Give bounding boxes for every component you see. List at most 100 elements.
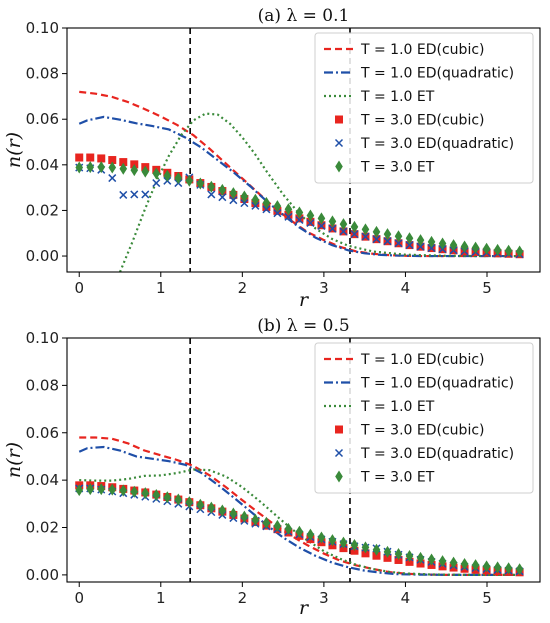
data-point — [504, 562, 513, 575]
data-point — [328, 534, 337, 547]
x-axis-label: r — [299, 597, 310, 619]
y-tick-label: 0.08 — [26, 376, 59, 394]
data-point — [427, 235, 436, 248]
data-point — [130, 190, 139, 199]
x-tick-label: 1 — [156, 589, 166, 607]
series-line — [79, 436, 520, 576]
data-point — [119, 484, 128, 497]
data-point — [295, 206, 304, 219]
data-point — [405, 232, 414, 245]
data-point — [163, 169, 172, 182]
legend-label: T = 3.0 ED(quadratic) — [360, 446, 514, 462]
data-point — [306, 218, 315, 228]
y-axis-label: n(r) — [3, 132, 25, 168]
x-tick-label: 5 — [482, 279, 492, 297]
data-point — [141, 165, 150, 178]
data-point — [416, 551, 425, 564]
x-tick-label: 0 — [74, 589, 84, 607]
data-point — [240, 190, 249, 203]
data-point — [75, 153, 84, 162]
legend-label: T = 1.0 ED(quadratic) — [360, 376, 514, 392]
y-tick-label: 0.02 — [26, 201, 59, 219]
data-point — [449, 239, 458, 252]
x-tick-label: 1 — [156, 279, 166, 297]
legend: T = 1.0 ED(cubic) T = 1.0 ED(quadratic) T … — [314, 342, 534, 494]
y-axis-label: n(r) — [3, 442, 25, 478]
data-point — [251, 513, 260, 526]
data-point — [75, 484, 84, 497]
data-point — [339, 536, 348, 549]
data-point — [361, 541, 370, 554]
data-point — [86, 161, 95, 174]
data-point — [273, 519, 282, 532]
series-line — [118, 112, 520, 272]
data-point — [515, 245, 524, 258]
data-point — [493, 561, 502, 574]
data-point — [97, 483, 106, 496]
legend-item: T = 3.0 ET — [335, 160, 435, 176]
data-point — [251, 201, 260, 210]
data-point — [383, 545, 392, 558]
series-line — [78, 115, 520, 258]
panel-1: (a) λ = 0.1 r n(r) 0 1 2 3 4 5 0.00 0.02 0.04 0.06 0.… — [3, 6, 541, 311]
data-point — [97, 154, 106, 163]
data-point — [185, 496, 194, 509]
legend-box — [314, 32, 534, 184]
data-point — [361, 232, 370, 241]
data-point — [482, 560, 491, 573]
data-point — [152, 167, 161, 180]
data-point — [218, 193, 227, 202]
data-point — [97, 161, 106, 174]
data-point — [482, 242, 491, 255]
data-point — [471, 241, 480, 254]
series-3 — [118, 112, 520, 272]
data-point — [350, 220, 359, 233]
data-point — [339, 218, 348, 231]
data-point — [185, 174, 194, 187]
axes-frame — [66, 27, 541, 273]
data-point — [262, 196, 271, 209]
x-tick-label: 5 — [482, 589, 492, 607]
legend-swatch — [334, 138, 344, 148]
legend-item: T = 3.0 ED(quadratic) — [334, 136, 514, 152]
data-point — [273, 200, 282, 213]
data-point — [317, 221, 326, 230]
legend: T = 1.0 ED(cubic) T = 1.0 ED(quadratic) T … — [314, 32, 534, 184]
data-point — [328, 215, 337, 228]
data-point — [515, 563, 524, 576]
data-point — [86, 153, 95, 162]
series-2 — [78, 115, 520, 258]
legend-label: T = 3.0 ED(cubic) — [360, 423, 485, 439]
data-point — [295, 215, 304, 225]
data-point — [383, 237, 392, 246]
data-point — [306, 528, 315, 541]
legend-label: T = 3.0 ED(quadratic) — [360, 136, 514, 152]
data-point — [361, 223, 370, 236]
data-point — [229, 196, 238, 205]
data-point — [427, 244, 436, 253]
data-point — [108, 483, 117, 496]
data-point — [251, 193, 260, 206]
data-point — [218, 504, 227, 517]
data-point — [350, 230, 359, 239]
data-point — [141, 487, 150, 500]
data-point — [471, 559, 480, 572]
legend-label: T = 1.0 ET — [360, 89, 435, 105]
data-point — [394, 230, 403, 243]
data-point — [372, 235, 381, 244]
data-point — [229, 507, 238, 520]
data-point — [207, 501, 216, 514]
legend-box — [314, 342, 534, 494]
data-point — [119, 190, 128, 199]
data-point — [196, 177, 205, 190]
legend-item: T = 3.0 ED(cubic) — [335, 423, 485, 439]
data-point — [240, 199, 249, 208]
chart-title: (a) λ = 0.1 — [258, 6, 350, 26]
legend-swatch — [335, 115, 343, 124]
data-point — [449, 556, 458, 569]
legend-item: T = 3.0 ED(quadratic) — [334, 446, 514, 462]
data-point — [218, 183, 227, 196]
legend-item: T = 3.0 ET — [335, 470, 435, 486]
data-point — [284, 522, 293, 535]
data-point — [141, 190, 150, 199]
